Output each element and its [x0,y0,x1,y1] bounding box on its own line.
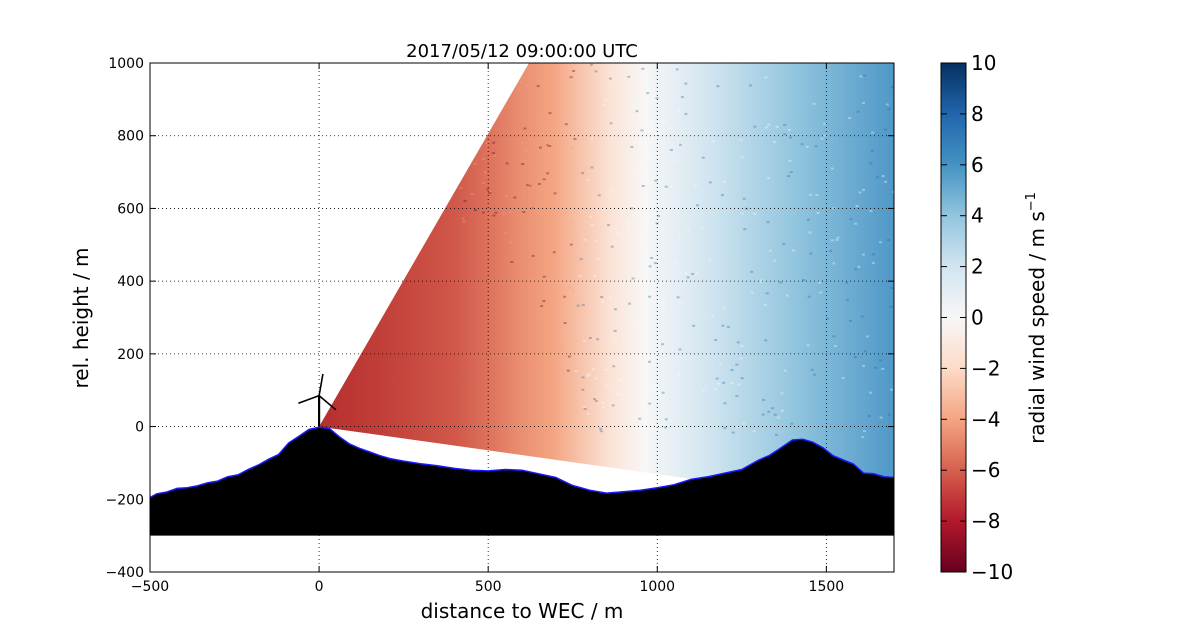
x-tick-label: −500 [131,579,169,595]
colorbar-tick-label: −2 [971,356,1000,380]
y-tick-label: −200 [106,492,144,508]
near-ground-noise [173,416,258,434]
turbine-blade [298,394,320,404]
y-axis: −400 −200 0 200 400 600 800 1000 [106,56,894,581]
colorbar-tick-label: 8 [971,102,984,126]
colorbar-tick-label: −10 [971,560,1013,584]
colorbar: −10 −8 −6 −4 −2 0 2 4 6 8 10 radial wind speed / m… [940,51,1049,584]
colorbar-title: radial wind speed / m s−1 [1024,192,1049,444]
y-tick-label: 0 [135,420,144,436]
x-tick-label: 1000 [639,579,675,595]
y-tick-label: −400 [106,565,144,581]
chart-title: 2017/05/12 09:00:00 UTC [406,41,638,62]
x-axis-title: distance to WEC / m [421,599,624,623]
colorbar-tick-label: 6 [971,153,984,177]
x-tick-label: 500 [475,579,502,595]
colorbar-tick-label: −4 [971,407,1000,431]
turbine-blade [318,395,337,411]
colorbar-tick-label: −8 [971,509,1000,533]
y-axis-title: rel. height / m [69,247,93,388]
colorbar-title-main: radial wind speed / m s [1025,211,1049,444]
terrain-profile [150,426,894,536]
plot-frame [149,62,895,573]
colorbar-title-exponent: −1 [1024,192,1039,211]
x-tick-label: 0 [315,579,324,595]
y-tick-label: 600 [117,201,144,217]
colorbar-tick-label: −6 [971,458,1000,482]
wind-field-core [319,63,522,457]
colorbar-tick-label: 0 [971,306,984,330]
turbine-blade [318,373,324,396]
x-tick-label: 1500 [809,579,845,595]
y-tick-label: 400 [117,274,144,290]
y-tick-label: 200 [117,347,144,363]
colorbar-tick-label: 4 [971,204,984,228]
colorbar-ticks: −10 −8 −6 −4 −2 0 2 4 6 8 10 [941,51,1013,584]
y-tick-label: 800 [117,129,144,145]
x-axis: −500 0 500 1000 1500 [131,63,844,595]
svg-text:2017/05/12 09:00:00 UTC: 2017/05/12 09:00:00 UTC [406,41,638,62]
colorbar-tick-label: 10 [971,51,996,75]
colorbar-tick-label: 2 [971,255,984,279]
wind-turbine-icon [298,373,337,427]
y-tick-label: 1000 [108,56,144,72]
terrain-outline [150,426,894,499]
terrain-fill [150,427,894,536]
